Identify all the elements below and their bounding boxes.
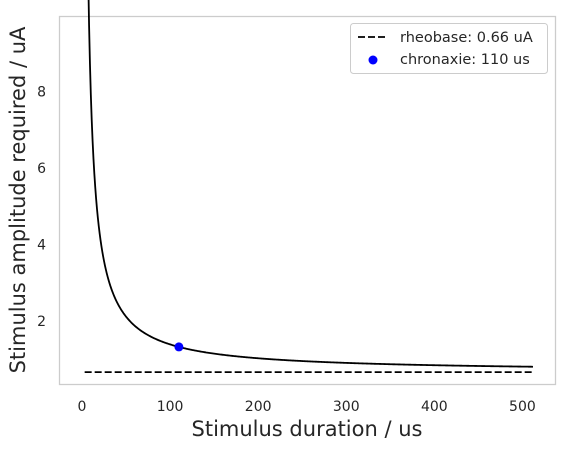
x-tick-label: 400 [421,399,448,415]
strength-duration-curve [87,0,533,368]
legend-box [350,23,548,74]
legend-chronaxie-label: chronaxie: 110 us [400,52,530,68]
legend-rheobase-label: rheobase: 0.66 uA [400,30,533,46]
x-tick-label: 100 [157,399,184,415]
y-tick-label: 6 [37,161,46,177]
legend: rheobase: 0.66 uA chronaxie: 110 us [350,23,548,74]
x-tick-label: 200 [245,399,272,415]
x-axis-label: Stimulus duration / us [192,417,423,441]
y-tick-label: 2 [37,314,46,330]
x-tick-labels: 0 100 200 300 400 500 [78,399,536,415]
y-tick-label: 4 [37,237,46,253]
chronaxie-point [174,342,184,352]
y-tick-label: 8 [37,85,46,101]
x-tick-label: 0 [78,399,87,415]
x-tick-label: 300 [333,399,360,415]
legend-chronaxie-swatch [368,55,378,65]
y-axis-label: Stimulus amplitude required / uA [6,26,30,373]
y-tick-labels: 2 4 6 8 [37,85,46,330]
plot-frame [58,15,557,386]
x-tick-label: 500 [509,399,536,415]
